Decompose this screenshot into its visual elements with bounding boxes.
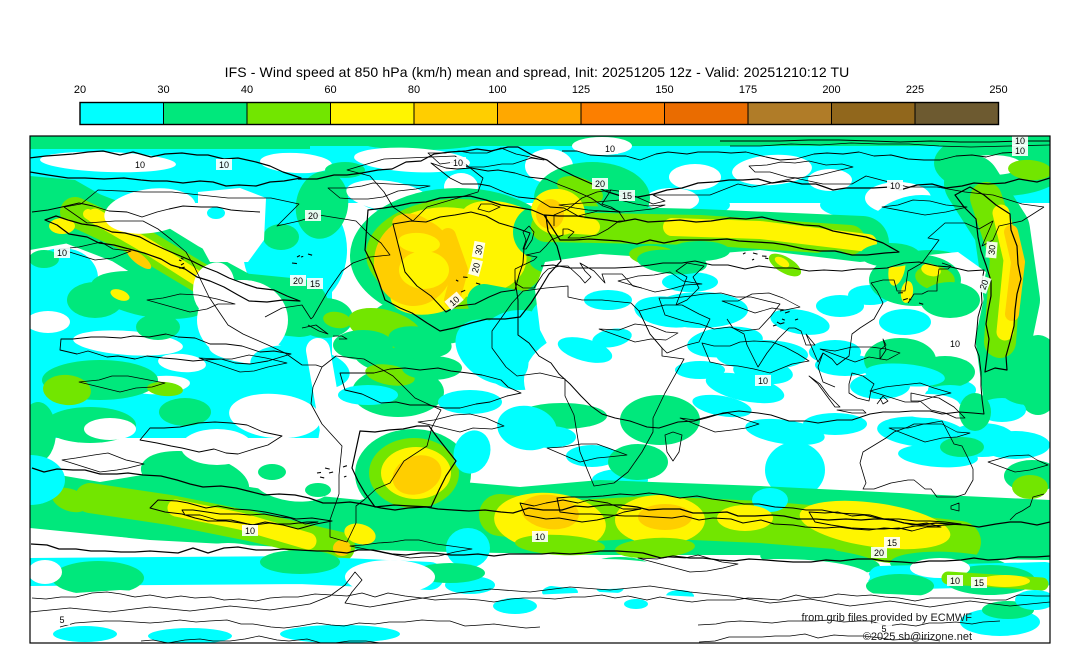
- svg-text:80: 80: [408, 84, 420, 96]
- svg-text:20: 20: [978, 278, 991, 291]
- svg-text:250: 250: [989, 84, 1007, 96]
- svg-text:30: 30: [157, 84, 169, 96]
- svg-text:40: 40: [241, 84, 253, 96]
- svg-text:15: 15: [622, 191, 632, 201]
- svg-text:10: 10: [245, 526, 255, 536]
- svg-text:100: 100: [488, 84, 506, 96]
- svg-text:20: 20: [74, 84, 86, 96]
- svg-text:10: 10: [219, 160, 229, 170]
- svg-text:125: 125: [572, 84, 590, 96]
- svg-text:15: 15: [974, 578, 984, 588]
- svg-text:10: 10: [57, 248, 67, 258]
- svg-text:175: 175: [739, 84, 757, 96]
- svg-text:5: 5: [59, 615, 64, 625]
- svg-text:10: 10: [950, 576, 960, 586]
- svg-text:IFS - Wind speed at 850 hPa (k: IFS - Wind speed at 850 hPa (km/h) mean …: [225, 64, 850, 80]
- svg-text:15: 15: [887, 538, 897, 548]
- svg-text:30: 30: [987, 244, 998, 255]
- svg-text:from grib files provided by EC: from grib files provided by ECMWF: [801, 612, 972, 624]
- svg-text:150: 150: [655, 84, 673, 96]
- svg-text:20: 20: [308, 211, 318, 221]
- svg-text:10: 10: [1015, 136, 1025, 146]
- svg-text:15: 15: [310, 279, 320, 289]
- svg-text:20: 20: [293, 276, 303, 286]
- svg-text:30: 30: [473, 244, 485, 256]
- svg-text:60: 60: [324, 84, 336, 96]
- svg-text:10: 10: [535, 532, 545, 542]
- svg-text:10: 10: [890, 181, 900, 191]
- svg-text:20: 20: [470, 262, 482, 274]
- svg-text:225: 225: [906, 84, 924, 96]
- svg-text:©2025 sb@irizone.net: ©2025 sb@irizone.net: [863, 631, 972, 643]
- svg-text:10: 10: [758, 376, 768, 386]
- svg-text:10: 10: [950, 339, 960, 349]
- svg-text:10: 10: [135, 160, 145, 170]
- svg-text:20: 20: [874, 548, 884, 558]
- svg-text:20: 20: [595, 179, 605, 189]
- svg-text:10: 10: [453, 158, 463, 168]
- svg-text:10: 10: [605, 144, 615, 154]
- svg-text:10: 10: [1015, 146, 1025, 156]
- svg-text:200: 200: [822, 84, 840, 96]
- svg-text:5: 5: [881, 624, 886, 634]
- svg-text:10: 10: [447, 294, 461, 308]
